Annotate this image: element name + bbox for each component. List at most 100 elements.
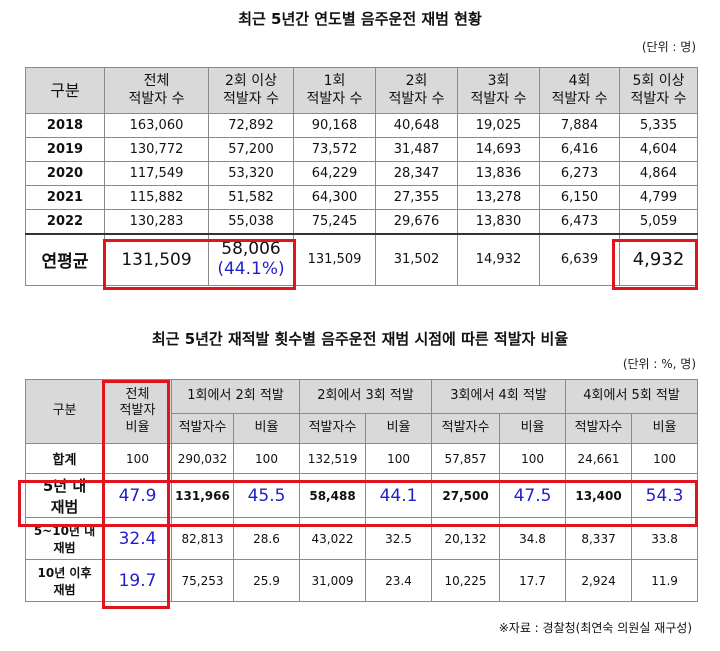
table2-subheader-row: 적발자수 비율 적발자수 비율 적발자수 비율 적발자수 비율 xyxy=(26,413,699,444)
header-five-plus: 5회 이상 적발자 수 xyxy=(619,67,698,114)
avg-cell: 14,932 xyxy=(457,232,540,286)
subheader-count: 적발자수 xyxy=(565,413,633,444)
row-label: 합계 xyxy=(25,443,104,474)
row-total: 19.7 xyxy=(103,559,172,602)
table-row: 합계 100 290,032 100 132,519 100 57,857 10… xyxy=(25,443,699,474)
avg-two-plus-pct: (44.1%) xyxy=(217,258,285,279)
cell: 163,060 xyxy=(104,113,209,138)
cell: 131,966 xyxy=(171,473,234,518)
cell: 100 xyxy=(499,443,567,474)
subheader-count: 적발자수 xyxy=(299,413,367,444)
cell: 40,648 xyxy=(375,113,458,138)
header-group-2-3: 2회에서 3회 적발 xyxy=(299,379,433,414)
cell: 17.7 xyxy=(499,559,567,602)
header-total-ratio: 전체 적발자 비율 xyxy=(103,379,172,444)
header-one: 1회 적발자 수 xyxy=(293,67,376,114)
table-row: 2020 117,549 53,320 64,229 28,347 13,836… xyxy=(25,161,698,186)
cell: 34.8 xyxy=(499,517,567,560)
table-row: 10년 이후 재범 19.7 75,253 25.9 31,009 23.4 1… xyxy=(25,559,699,602)
cell: 45.5 xyxy=(232,473,301,518)
cell: 73,572 xyxy=(293,137,376,162)
row-year: 2021 xyxy=(25,185,105,210)
header-two-plus: 2회 이상 적발자 수 xyxy=(208,67,294,114)
header-gubun: 구분 xyxy=(25,67,105,114)
table1-header-row: 구분 전체 적발자 수 2회 이상 적발자 수 1회 적발자 수 2회 적발자 … xyxy=(25,67,698,114)
cell: 43,022 xyxy=(299,517,367,560)
cell: 5,059 xyxy=(619,209,698,234)
cell: 24,661 xyxy=(565,443,633,474)
cell: 115,882 xyxy=(104,185,209,210)
header-four: 4회 적발자 수 xyxy=(539,67,620,114)
cell: 27,355 xyxy=(375,185,458,210)
cell: 44.1 xyxy=(365,473,433,518)
cell: 90,168 xyxy=(293,113,376,138)
table-row: 2021 115,882 51,582 64,300 27,355 13,278… xyxy=(25,185,698,210)
cell: 7,884 xyxy=(539,113,620,138)
cell: 130,772 xyxy=(104,137,209,162)
row-total: 47.9 xyxy=(103,473,172,518)
cell: 6,473 xyxy=(539,209,620,234)
cell: 10,225 xyxy=(431,559,501,602)
cell: 117,549 xyxy=(104,161,209,186)
table-row: 2019 130,772 57,200 73,572 31,487 14,693… xyxy=(25,137,698,162)
cell: 27,500 xyxy=(431,473,501,518)
avg-two-plus: 58,006 (44.1%) xyxy=(208,232,294,286)
cell: 29,676 xyxy=(375,209,458,234)
avg-label: 연평균 xyxy=(25,232,105,286)
subheader-count: 적발자수 xyxy=(431,413,501,444)
subheader-ratio: 비율 xyxy=(631,413,699,444)
cell: 11.9 xyxy=(631,559,699,602)
cell: 28.6 xyxy=(232,517,301,560)
header-gubun: 구분 xyxy=(25,379,104,444)
cell: 13,400 xyxy=(565,473,633,518)
cell: 6,150 xyxy=(539,185,620,210)
table-row: 2018 163,060 72,892 90,168 40,648 19,025… xyxy=(25,113,698,138)
cell: 100 xyxy=(365,443,433,474)
table1-unit: (단위 : 명) xyxy=(641,40,696,54)
cell: 54.3 xyxy=(631,473,699,518)
cell: 57,857 xyxy=(431,443,501,474)
cell: 6,416 xyxy=(539,137,620,162)
cell: 4,799 xyxy=(619,185,698,210)
cell: 33.8 xyxy=(631,517,699,560)
cell: 51,582 xyxy=(208,185,294,210)
cell: 13,278 xyxy=(457,185,540,210)
yearly-table: 구분 전체 적발자 수 2회 이상 적발자 수 1회 적발자 수 2회 적발자 … xyxy=(25,67,698,286)
header-group-3-4: 3회에서 4회 적발 xyxy=(431,379,567,414)
header-group-4-5: 4회에서 5회 적발 xyxy=(565,379,699,414)
avg-cell: 131,509 xyxy=(293,232,376,286)
cell: 25.9 xyxy=(232,559,301,602)
row-total: 32.4 xyxy=(103,517,172,560)
cell: 13,836 xyxy=(457,161,540,186)
avg-cell: 4,932 xyxy=(619,232,698,286)
row-total: 100 xyxy=(103,443,172,474)
cell: 28,347 xyxy=(375,161,458,186)
table-row: 5년 내 재범 47.9 131,966 45.5 58,488 44.1 27… xyxy=(25,473,699,518)
cell: 100 xyxy=(232,443,301,474)
cell: 47.5 xyxy=(499,473,567,518)
cell: 132,519 xyxy=(299,443,367,474)
cell: 19,025 xyxy=(457,113,540,138)
subheader-count: 적발자수 xyxy=(171,413,234,444)
table-row: 5~10년 내 재범 32.4 82,813 28.6 43,022 32.5 … xyxy=(25,517,699,560)
cell: 2,924 xyxy=(565,559,633,602)
cell: 20,132 xyxy=(431,517,501,560)
cell: 75,253 xyxy=(171,559,234,602)
table2-header-row: 구분 전체 적발자 비율 1회에서 2회 적발 2회에서 3회 적발 3회에서 … xyxy=(25,379,699,444)
cell: 290,032 xyxy=(171,443,234,474)
cell: 32.5 xyxy=(365,517,433,560)
table-row: 2022 130,283 55,038 75,245 29,676 13,830… xyxy=(25,209,698,234)
cell: 31,009 xyxy=(299,559,367,602)
cell: 75,245 xyxy=(293,209,376,234)
source-note: ※자료 : 경찰청(최연숙 의원실 재구성) xyxy=(498,621,692,635)
row-label: 5년 내 재범 xyxy=(25,473,104,518)
row-label: 5~10년 내 재범 xyxy=(25,517,104,560)
cell: 31,487 xyxy=(375,137,458,162)
cell: 100 xyxy=(631,443,699,474)
cell: 55,038 xyxy=(208,209,294,234)
average-row: 연평균 131,509 58,006 (44.1%) 131,509 31,50… xyxy=(25,232,698,286)
table2-unit: (단위 : %, 명) xyxy=(622,357,696,371)
avg-cell: 31,502 xyxy=(375,232,458,286)
table2-title: 최근 5년간 재적발 횟수별 음주운전 재범 시점에 따른 적발자 비율 xyxy=(151,330,569,348)
cell: 4,864 xyxy=(619,161,698,186)
